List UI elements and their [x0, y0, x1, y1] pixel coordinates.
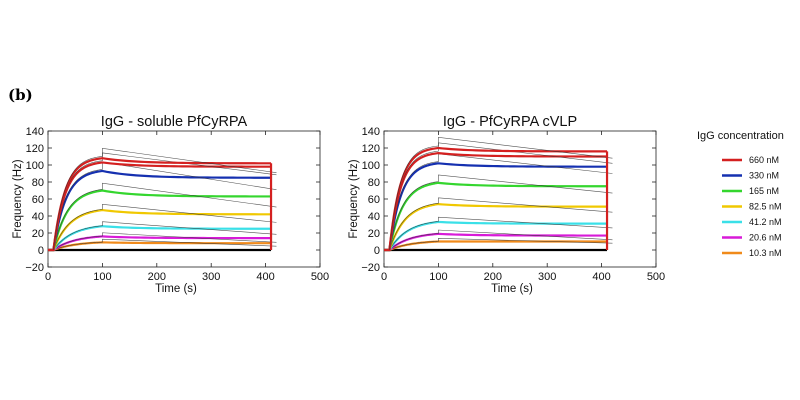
y-tick-label: 20	[368, 228, 380, 240]
x-tick-label: 200	[148, 271, 166, 283]
x-tick-label: 500	[311, 271, 329, 283]
y-axis-label: Frequency (Hz)	[348, 159, 360, 238]
fit-curve	[389, 216, 613, 251]
fit-curve	[389, 142, 613, 251]
y-tick-label: −20	[25, 262, 44, 274]
series-line-660-nm	[384, 146, 608, 252]
y-tick-label: 120	[26, 143, 44, 155]
fit-curve	[389, 237, 613, 251]
y-tick-label: −20	[361, 262, 380, 274]
fit-curve	[53, 161, 277, 251]
y-tick-label: 20	[32, 228, 44, 240]
plot-frame	[47, 130, 321, 268]
fit-curve	[389, 153, 613, 251]
fit-curve	[53, 182, 277, 251]
y-tick-label: 60	[32, 194, 44, 206]
legend-entry-label: 330 nM	[749, 171, 779, 181]
chart-soluble-pfcyrpa: IgG - soluble PfCyRPA−200204060801001201…	[12, 114, 329, 295]
y-tick-label: 100	[26, 160, 44, 172]
fit-curve	[53, 147, 277, 251]
y-tick-label: 120	[362, 143, 380, 155]
y-tick-label: 100	[362, 160, 380, 172]
fit-curve	[53, 232, 277, 251]
x-tick-label: 500	[647, 271, 665, 283]
legend-entry-label: 82.5 nM	[749, 202, 782, 212]
y-tick-label: 0	[38, 245, 44, 257]
fit-curve	[389, 174, 613, 251]
legend-entry-label: 165 nM	[749, 186, 779, 196]
fit-curve	[389, 229, 613, 251]
legend-title: IgG concentration	[697, 130, 784, 142]
series-line-330-nm	[384, 162, 608, 252]
x-tick-label: 0	[381, 271, 387, 283]
legend-entry-label: 41.2 nM	[749, 217, 782, 227]
y-tick-label: 0	[374, 245, 380, 257]
x-tick-label: 0	[45, 271, 51, 283]
y-axis-label: Frequency (Hz)	[12, 159, 24, 238]
y-tick-label: 40	[32, 211, 44, 223]
x-axis-label: Time (s)	[155, 283, 197, 295]
series-line-660-nm	[48, 161, 272, 252]
legend-entry-label: 10.3 nM	[749, 248, 782, 258]
series-line-660-nm	[48, 157, 272, 252]
legend-entry-label: 660 nM	[749, 155, 779, 165]
series-line-165-nm	[48, 189, 272, 252]
y-tick-label: 140	[362, 126, 380, 138]
series-line-165-nm	[384, 181, 608, 252]
legend-entry-label: 20.6 nM	[749, 233, 782, 243]
x-tick-label: 200	[484, 271, 502, 283]
y-tick-label: 80	[368, 177, 380, 189]
y-tick-label: 80	[32, 177, 44, 189]
x-tick-label: 400	[592, 271, 610, 283]
chart-title: IgG - PfCyRPA cVLP	[443, 114, 577, 130]
fit-curve	[389, 197, 613, 251]
panel-label: (b)	[8, 86, 33, 104]
x-tick-label: 300	[538, 271, 556, 283]
x-tick-label: 300	[202, 271, 220, 283]
y-tick-label: 60	[368, 194, 380, 206]
x-tick-label: 400	[256, 271, 274, 283]
x-tick-label: 100	[93, 271, 111, 283]
y-tick-label: 40	[368, 211, 380, 223]
chart-pfcyrpa-cvlp: IgG - PfCyRPA cVLP−200204060801001201400…	[348, 114, 665, 295]
x-axis-label: Time (s)	[491, 283, 533, 295]
series-line-82-5-nm	[384, 202, 608, 252]
fit-curve	[53, 238, 277, 251]
fit-curve	[53, 203, 277, 251]
y-tick-label: 140	[26, 126, 44, 138]
series-line-660-nm	[384, 151, 608, 252]
fit-curve	[53, 221, 277, 251]
fit-curve	[389, 136, 613, 251]
legend: IgG concentration 660 nM 330 nM 165 nM 82.5 …	[697, 130, 784, 258]
chart-title: IgG - soluble PfCyRPA	[101, 114, 248, 130]
x-tick-label: 100	[429, 271, 447, 283]
